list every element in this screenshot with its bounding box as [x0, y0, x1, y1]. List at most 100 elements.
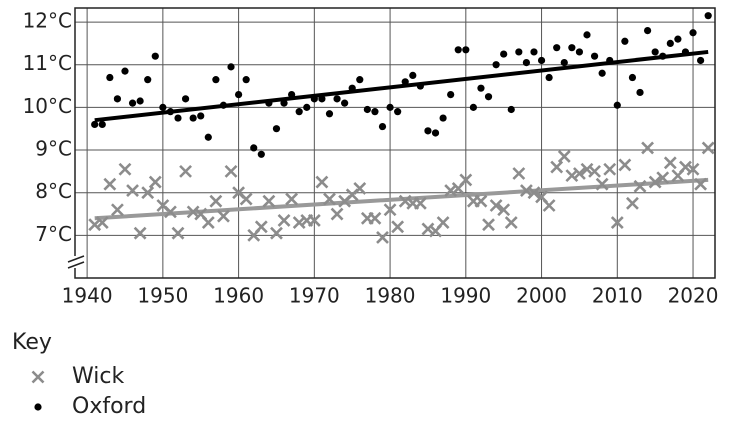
legend-label: Oxford — [72, 394, 146, 419]
data-point — [398, 194, 412, 208]
data-point — [545, 73, 553, 82]
data-point — [242, 76, 250, 84]
data-point — [285, 192, 299, 206]
data-point — [659, 52, 667, 60]
data-point — [674, 35, 682, 43]
data-point — [171, 226, 185, 240]
data-point — [580, 162, 594, 176]
data-point — [368, 211, 382, 225]
legend-item: Wick — [31, 364, 124, 389]
y-tick-label: 8°C — [35, 179, 72, 203]
x-tick-label: 2010 — [592, 284, 643, 308]
data-point — [530, 48, 538, 56]
data-point — [583, 31, 591, 39]
data-point — [447, 90, 455, 99]
x-tick-label: 1940 — [62, 284, 113, 308]
data-point — [121, 67, 129, 75]
data-point — [88, 218, 102, 232]
data-point — [560, 58, 568, 67]
data-point — [333, 95, 341, 103]
data-point — [603, 162, 617, 176]
data-point — [270, 226, 283, 240]
data-point — [401, 78, 409, 86]
data-point — [504, 216, 518, 229]
data-point — [636, 88, 644, 97]
legend-title: Key — [12, 330, 52, 355]
data-point — [128, 99, 137, 107]
data-point — [444, 184, 458, 197]
data-point — [363, 105, 371, 114]
data-point — [618, 158, 632, 172]
data-point — [542, 199, 556, 212]
data-point — [272, 125, 281, 133]
data-point — [103, 177, 117, 191]
data-point — [598, 69, 606, 77]
data-point — [325, 110, 334, 118]
x-tick-label: 1970 — [289, 284, 340, 308]
data-point — [626, 196, 639, 210]
data-point — [217, 209, 230, 223]
data-point — [459, 173, 473, 187]
data-point — [201, 216, 215, 229]
data-point — [212, 76, 220, 84]
data-point — [394, 108, 402, 116]
data-point — [697, 56, 705, 65]
data-point — [469, 103, 477, 111]
data-point — [181, 95, 190, 103]
data-point — [159, 103, 167, 111]
data-point — [356, 76, 364, 84]
data-point — [391, 220, 405, 234]
data-point — [694, 177, 708, 191]
data-point — [133, 226, 147, 240]
x-tick-label: 1980 — [365, 284, 416, 308]
y-tick-label: 7°C — [35, 222, 72, 246]
data-point — [95, 216, 109, 229]
data-point — [492, 61, 500, 69]
data-point — [575, 48, 584, 56]
data-point — [262, 194, 276, 208]
data-point — [126, 184, 139, 197]
legend-marker — [31, 370, 45, 384]
data-point — [209, 194, 223, 208]
data-point — [663, 156, 677, 170]
y-tick-label: 12°C — [23, 9, 72, 33]
data-point — [341, 99, 349, 107]
data-point — [641, 141, 655, 155]
data-point — [484, 93, 493, 101]
data-point — [113, 95, 122, 103]
data-point — [376, 231, 389, 244]
data-point — [386, 103, 394, 111]
data-point — [310, 95, 318, 103]
data-point — [489, 199, 503, 212]
data-point — [553, 44, 561, 52]
data-point — [413, 196, 427, 210]
data-point — [257, 150, 265, 158]
data-point — [421, 222, 435, 236]
data-point — [224, 164, 238, 178]
data-point — [628, 73, 637, 82]
data-point — [621, 37, 629, 45]
data-point — [512, 167, 526, 180]
data-point — [118, 162, 132, 176]
data-point — [550, 160, 564, 174]
data-point — [166, 108, 175, 116]
data-point — [424, 127, 432, 135]
data-point — [307, 213, 321, 227]
data-point — [288, 90, 296, 99]
data-point — [277, 213, 291, 227]
x-tick-label: 1950 — [137, 284, 188, 308]
data-point — [666, 39, 674, 48]
data-point — [537, 56, 546, 65]
x-tick-label: 1960 — [213, 284, 264, 308]
data-point — [164, 205, 177, 219]
data-point — [254, 220, 268, 234]
data-point — [353, 182, 367, 195]
data-point — [656, 171, 670, 185]
x-tick-label: 1990 — [440, 284, 491, 308]
data-point — [431, 129, 440, 137]
data-point — [681, 48, 690, 56]
data-point — [378, 122, 387, 131]
data-point — [371, 108, 379, 116]
data-point — [383, 203, 397, 217]
